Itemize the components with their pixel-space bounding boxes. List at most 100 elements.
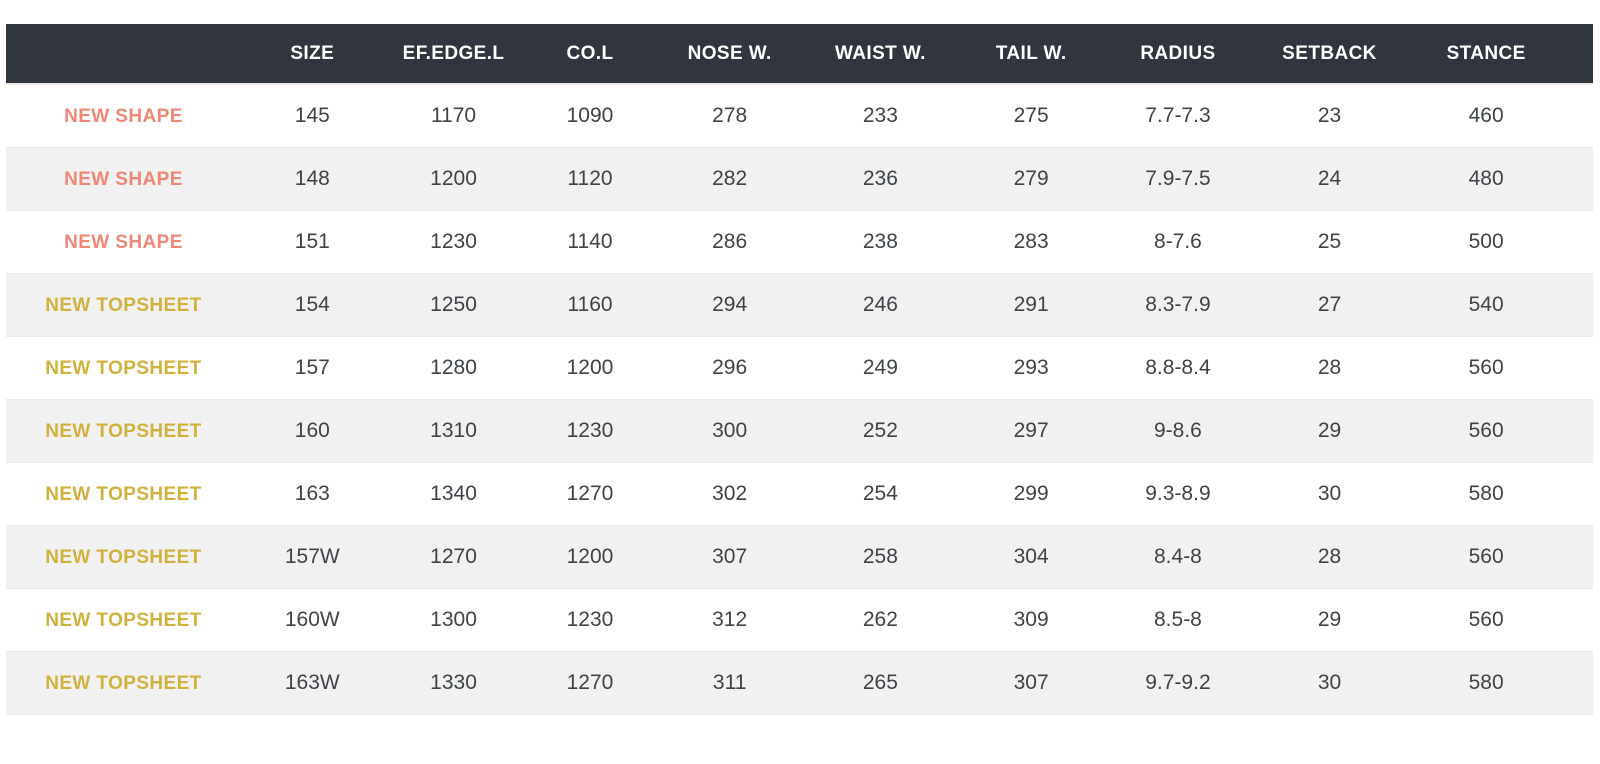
cell-ef-edge-l: 1280: [383, 336, 524, 399]
cell-co-l: 1230: [523, 399, 657, 462]
row-tag-new-topsheet: NEW TOPSHEET: [45, 609, 202, 631]
column-header-ef-edge-l: EF.EDGE.L: [383, 24, 524, 84]
cell-stance: 500: [1407, 210, 1593, 273]
cell-waist-w: 236: [802, 147, 959, 210]
row-tag-new-topsheet: NEW TOPSHEET: [45, 294, 202, 316]
cell-stance: 460: [1407, 84, 1593, 147]
row-tag-cell: NEW TOPSHEET: [6, 525, 241, 588]
row-tag-cell: NEW TOPSHEET: [6, 588, 241, 651]
cell-stance: 480: [1407, 147, 1593, 210]
cell-size: 154: [240, 273, 384, 336]
cell-tail-w: 279: [958, 147, 1105, 210]
cell-co-l: 1230: [523, 588, 657, 651]
table-row: NEW SHAPE 145 1170 1090 278 233 275 7.7-7.3 23 46…: [6, 84, 1593, 147]
cell-tail-w: 297: [958, 399, 1105, 462]
cell-nose-w: 307: [656, 525, 803, 588]
cell-radius: 7.9-7.5: [1104, 147, 1252, 210]
cell-nose-w: 278: [656, 84, 803, 147]
cell-ef-edge-l: 1230: [383, 210, 524, 273]
column-header-radius: RADIUS: [1104, 24, 1252, 84]
cell-stance: 560: [1407, 399, 1593, 462]
row-tag-new-shape: NEW SHAPE: [64, 105, 183, 127]
cell-size: 163W: [240, 651, 384, 714]
row-tag-cell: NEW SHAPE: [6, 210, 241, 273]
cell-radius: 8.3-7.9: [1104, 273, 1252, 336]
cell-tail-w: 304: [958, 525, 1105, 588]
table-row: NEW TOPSHEET 160W 1300 1230 312 262 309 8.5-8 29…: [6, 588, 1593, 651]
cell-setback: 29: [1251, 399, 1408, 462]
cell-stance: 560: [1407, 336, 1593, 399]
cell-waist-w: 258: [802, 525, 959, 588]
cell-co-l: 1270: [523, 651, 657, 714]
cell-stance: 580: [1407, 651, 1593, 714]
cell-waist-w: 265: [802, 651, 959, 714]
table-row: NEW TOPSHEET 163 1340 1270 302 254 299 9.3-8.9 3…: [6, 462, 1593, 525]
cell-setback: 29: [1251, 588, 1408, 651]
cell-nose-w: 311: [656, 651, 803, 714]
cell-setback: 25: [1251, 210, 1408, 273]
cell-stance: 560: [1407, 588, 1593, 651]
table-row: NEW TOPSHEET 163W 1330 1270 311 265 307 9.7-9.2…: [6, 651, 1593, 714]
row-tag-cell: NEW TOPSHEET: [6, 462, 241, 525]
cell-co-l: 1270: [523, 462, 657, 525]
cell-waist-w: 238: [802, 210, 959, 273]
column-header-empty: [6, 24, 241, 84]
row-tag-cell: NEW TOPSHEET: [6, 651, 241, 714]
row-tag-new-topsheet: NEW TOPSHEET: [45, 357, 202, 379]
column-header-size: SIZE: [240, 24, 384, 84]
cell-ef-edge-l: 1300: [383, 588, 524, 651]
cell-waist-w: 252: [802, 399, 959, 462]
row-tag-new-topsheet: NEW TOPSHEET: [45, 546, 202, 568]
cell-radius: 8-7.6: [1104, 210, 1252, 273]
cell-waist-w: 262: [802, 588, 959, 651]
cell-ef-edge-l: 1270: [383, 525, 524, 588]
cell-nose-w: 296: [656, 336, 803, 399]
cell-radius: 8.8-8.4: [1104, 336, 1252, 399]
cell-waist-w: 246: [802, 273, 959, 336]
cell-radius: 9.7-9.2: [1104, 651, 1252, 714]
cell-ef-edge-l: 1200: [383, 147, 524, 210]
cell-size: 160: [240, 399, 384, 462]
cell-nose-w: 312: [656, 588, 803, 651]
cell-nose-w: 300: [656, 399, 803, 462]
cell-tail-w: 307: [958, 651, 1105, 714]
header-row: SIZE EF.EDGE.L CO.L NOSE W. WAIST W. TAIL W. R…: [6, 24, 1593, 84]
cell-co-l: 1160: [523, 273, 657, 336]
row-tag-new-topsheet: NEW TOPSHEET: [45, 420, 202, 442]
row-tag-new-topsheet: NEW TOPSHEET: [45, 672, 202, 694]
row-tag-cell: NEW TOPSHEET: [6, 399, 241, 462]
cell-nose-w: 302: [656, 462, 803, 525]
cell-nose-w: 294: [656, 273, 803, 336]
spec-table: SIZE EF.EDGE.L CO.L NOSE W. WAIST W. TAIL W. R…: [6, 24, 1593, 715]
cell-tail-w: 309: [958, 588, 1105, 651]
cell-size: 163: [240, 462, 384, 525]
row-tag-cell: NEW SHAPE: [6, 84, 241, 147]
cell-co-l: 1200: [523, 525, 657, 588]
column-header-setback: SETBACK: [1251, 24, 1408, 84]
cell-co-l: 1140: [523, 210, 657, 273]
cell-size: 157W: [240, 525, 384, 588]
column-header-co-l: CO.L: [523, 24, 657, 84]
cell-size: 160W: [240, 588, 384, 651]
cell-co-l: 1200: [523, 336, 657, 399]
cell-size: 151: [240, 210, 384, 273]
table-row: NEW TOPSHEET 157 1280 1200 296 249 293 8.8-8.4 2…: [6, 336, 1593, 399]
cell-radius: 8.5-8: [1104, 588, 1252, 651]
row-tag-cell: NEW SHAPE: [6, 147, 241, 210]
cell-size: 145: [240, 84, 384, 147]
cell-ef-edge-l: 1250: [383, 273, 524, 336]
size-chart: SIZE EF.EDGE.L CO.L NOSE W. WAIST W. TAIL W. R…: [6, 24, 1593, 715]
cell-co-l: 1090: [523, 84, 657, 147]
cell-waist-w: 233: [802, 84, 959, 147]
cell-setback: 30: [1251, 651, 1408, 714]
cell-setback: 23: [1251, 84, 1408, 147]
cell-tail-w: 299: [958, 462, 1105, 525]
cell-co-l: 1120: [523, 147, 657, 210]
row-tag-cell: NEW TOPSHEET: [6, 273, 241, 336]
cell-setback: 27: [1251, 273, 1408, 336]
table-row: NEW TOPSHEET 160 1310 1230 300 252 297 9-8.6 29 5…: [6, 399, 1593, 462]
cell-waist-w: 249: [802, 336, 959, 399]
table-row: NEW SHAPE 148 1200 1120 282 236 279 7.9-7.5 24 48…: [6, 147, 1593, 210]
row-tag-new-shape: NEW SHAPE: [64, 231, 183, 253]
cell-size: 157: [240, 336, 384, 399]
